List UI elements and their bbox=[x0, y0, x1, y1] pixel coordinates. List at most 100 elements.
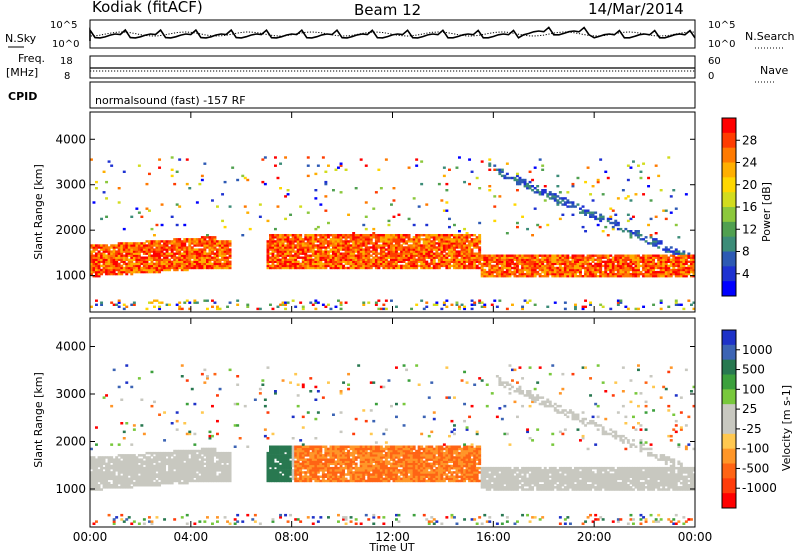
heatmap-cell bbox=[614, 264, 618, 268]
heatmap-cell bbox=[301, 252, 305, 255]
heatmap-cell bbox=[301, 262, 305, 266]
heatmap-cell bbox=[135, 264, 139, 268]
heatmap-cell bbox=[183, 458, 187, 461]
heatmap-cell bbox=[193, 244, 197, 247]
heatmap-cell bbox=[440, 260, 444, 263]
heatmap-cell bbox=[296, 238, 300, 241]
heatmap-cell bbox=[213, 471, 217, 474]
heatmap-cell bbox=[170, 481, 174, 485]
heatmap-cell bbox=[458, 156, 461, 159]
heatmap-cell bbox=[523, 262, 527, 266]
heatmap-cell bbox=[216, 456, 219, 459]
heatmap-cell bbox=[561, 262, 565, 266]
heatmap-cell bbox=[374, 254, 378, 257]
heatmap-cell bbox=[677, 264, 681, 268]
heatmap-cell bbox=[586, 268, 590, 272]
heatmap-cell bbox=[369, 264, 373, 268]
heatmap-cell bbox=[183, 244, 187, 247]
heatmap-cell bbox=[407, 266, 411, 270]
heatmap-cell bbox=[299, 246, 303, 249]
heatmap-cell bbox=[125, 475, 129, 478]
heatmap-cell bbox=[543, 268, 547, 272]
heatmap-cell bbox=[574, 307, 577, 311]
heatmap-cell bbox=[342, 254, 346, 257]
heatmap-cell bbox=[266, 242, 270, 245]
heatmap-cell bbox=[516, 172, 519, 176]
heatmap-cell bbox=[478, 234, 482, 237]
heatmap-cell bbox=[289, 244, 293, 247]
heatmap-cell bbox=[634, 272, 638, 276]
heatmap-cell bbox=[448, 246, 451, 249]
heatmap-cell bbox=[354, 238, 358, 241]
heatmap-cell bbox=[493, 260, 497, 263]
heatmap-cell bbox=[135, 256, 139, 259]
heatmap-cell bbox=[107, 252, 111, 255]
heatmap-cell bbox=[291, 451, 295, 455]
heatmap-cell bbox=[286, 266, 290, 270]
heatmap-cell bbox=[652, 268, 656, 272]
heatmap-cell bbox=[511, 262, 514, 266]
heatmap-cell bbox=[160, 451, 164, 455]
heatmap-cell bbox=[372, 264, 376, 268]
heatmap-cell bbox=[206, 449, 209, 453]
heatmap-cell bbox=[140, 398, 144, 401]
heatmap-cell bbox=[561, 254, 565, 257]
heatmap-cell bbox=[430, 252, 434, 255]
heatmap-cell bbox=[644, 272, 648, 276]
heatmap-cell bbox=[332, 252, 335, 255]
heatmap-cell bbox=[183, 449, 187, 453]
heatmap-cell bbox=[198, 454, 202, 457]
heatmap-cell bbox=[576, 258, 580, 261]
heatmap-cell bbox=[206, 377, 209, 380]
heatmap-cell bbox=[664, 258, 668, 261]
heatmap-cell bbox=[662, 275, 666, 278]
heatmap-cell bbox=[354, 187, 358, 190]
heatmap-cell bbox=[281, 238, 285, 241]
heatmap-cell bbox=[596, 275, 600, 278]
heatmap-cell bbox=[390, 252, 393, 255]
heatmap-cell bbox=[266, 464, 270, 468]
heatmap-cell bbox=[372, 246, 376, 249]
heatmap-cell bbox=[158, 469, 162, 472]
heatmap-cell bbox=[682, 275, 686, 278]
heatmap-cell bbox=[218, 252, 222, 255]
heatmap-cell bbox=[387, 234, 391, 237]
heatmap-cell bbox=[632, 215, 635, 218]
heatmap-cell bbox=[140, 270, 144, 274]
heatmap-cell bbox=[102, 258, 106, 261]
heatmap-cell bbox=[460, 262, 464, 266]
heatmap-cell bbox=[223, 244, 227, 247]
heatmap-cell bbox=[127, 458, 131, 461]
heatmap-cell bbox=[601, 254, 605, 257]
heatmap-cell bbox=[168, 466, 172, 470]
heatmap-cell bbox=[203, 248, 207, 251]
heatmap-cell bbox=[455, 256, 459, 259]
heatmap-cell bbox=[337, 299, 340, 302]
heatmap-cell bbox=[279, 187, 283, 190]
heatmap-cell bbox=[518, 180, 522, 184]
heatmap-cell bbox=[601, 217, 605, 221]
heatmap-cell bbox=[306, 454, 310, 457]
heatmap-cell bbox=[455, 238, 459, 241]
heatmap-cell bbox=[662, 262, 666, 266]
heatmap-cell bbox=[498, 275, 502, 278]
heatmap-cell bbox=[150, 264, 154, 268]
heatmap-cell bbox=[384, 299, 388, 302]
heatmap-cell bbox=[543, 260, 547, 263]
heatmap-cell bbox=[190, 473, 194, 476]
heatmap-cell bbox=[276, 464, 280, 468]
heatmap-cell bbox=[445, 209, 449, 212]
heatmap-cell bbox=[246, 445, 250, 448]
heatmap-cell bbox=[112, 460, 116, 463]
heatmap-cell bbox=[551, 266, 555, 270]
heatmap-cell bbox=[271, 469, 275, 472]
heatmap-cell bbox=[637, 232, 640, 235]
heatmap-cell bbox=[289, 464, 293, 468]
heatmap-cell bbox=[306, 244, 310, 247]
heatmap-cell bbox=[309, 242, 313, 245]
heatmap-cell bbox=[364, 234, 368, 237]
heatmap-cell bbox=[442, 246, 446, 249]
heatmap-cell bbox=[354, 240, 358, 243]
heatmap-cell bbox=[304, 264, 308, 268]
heatmap-cell bbox=[548, 268, 552, 272]
